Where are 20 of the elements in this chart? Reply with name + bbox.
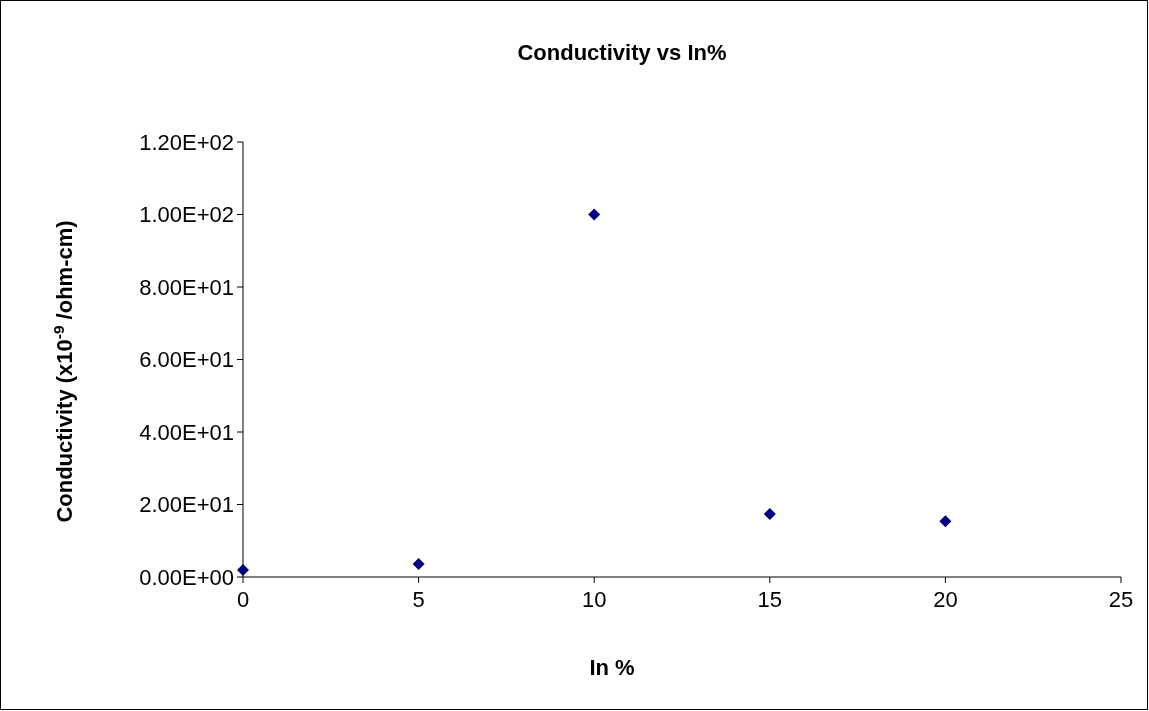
y-tick-label: 1.00E+02 — [139, 202, 234, 228]
point — [939, 515, 952, 528]
y-tick-label: 6.00E+01 — [139, 347, 234, 373]
point — [763, 507, 776, 520]
y-tick-label: 2.00E+01 — [139, 492, 234, 518]
y-tick-label: 1.20E+02 — [139, 129, 234, 155]
point — [412, 557, 425, 570]
point — [588, 208, 601, 221]
x-tick-label: 5 — [412, 587, 425, 612]
x-axis-title: In % — [589, 655, 635, 680]
y-tick-label: 8.00E+01 — [139, 274, 234, 300]
point — [237, 564, 249, 577]
x-tick-label: 0 — [236, 587, 250, 612]
x-tick-label: 15 — [757, 587, 783, 612]
y-tick-label: 0.00E+00 — [139, 564, 234, 590]
chart-title: Conductivity vs In% — [517, 40, 727, 65]
x-tick-label: 25 — [1108, 587, 1134, 612]
x-tick-label: 20 — [933, 587, 958, 612]
y-tick-label: 4.00E+01 — [139, 419, 234, 445]
x-tick-label: 10 — [581, 587, 607, 612]
